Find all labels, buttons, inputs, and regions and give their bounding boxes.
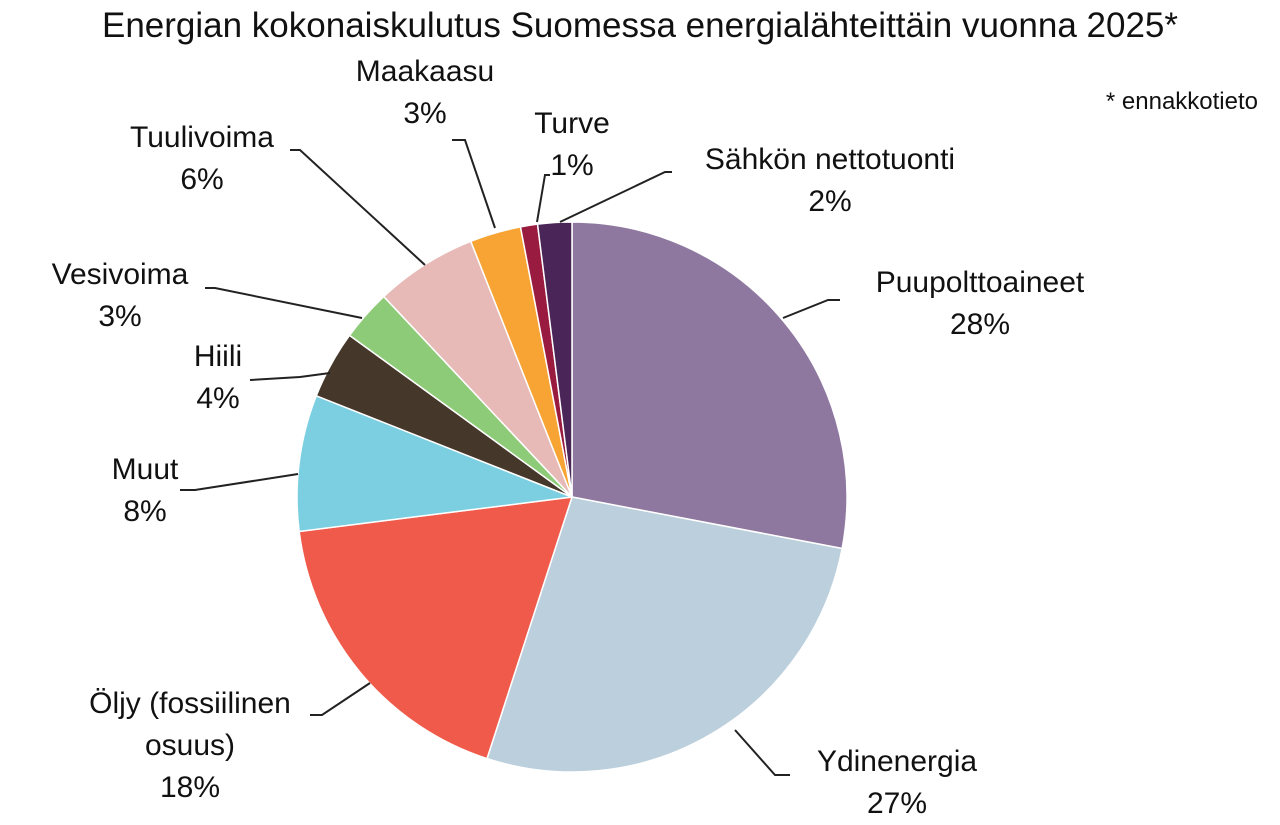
value-label: 3% xyxy=(403,97,447,130)
category-label: Puupolttoaineet xyxy=(875,266,1085,299)
category-label: Ydinenergia xyxy=(816,745,978,778)
leader-line xyxy=(310,682,371,716)
slice-label: Sähkön nettotuonti 2% xyxy=(705,139,955,223)
footnote: * ennakkotieto xyxy=(1105,88,1258,115)
leader-line xyxy=(782,299,840,319)
leader-line xyxy=(559,171,672,223)
slice-label: Maakaasu 3% xyxy=(356,51,494,135)
slice-label: Turve 1% xyxy=(534,103,610,187)
category-label: Sähkön nettotuonti xyxy=(704,143,956,176)
value-label: 6% xyxy=(180,163,224,196)
leader-line xyxy=(290,149,426,266)
leader-line xyxy=(205,287,363,319)
category-label: Maakaasu xyxy=(355,55,495,88)
value-label: 4% xyxy=(196,382,240,415)
slice-label: Hiili 4% xyxy=(194,336,242,420)
slice-label: Ydinenergia 27% xyxy=(817,741,977,825)
leader-line xyxy=(180,473,299,491)
leader-line xyxy=(536,174,550,223)
value-label: 18% xyxy=(159,771,221,804)
slice-label: Öljy (fossiilinen osuus) 18% xyxy=(65,683,315,809)
pie-slice xyxy=(296,394,573,533)
value-label: 28% xyxy=(949,308,1011,341)
value-label: 3% xyxy=(98,300,142,333)
pie-slice xyxy=(298,496,574,760)
pie-slice xyxy=(571,221,848,550)
value-label: 8% xyxy=(123,495,167,528)
value-label: 2% xyxy=(808,185,852,218)
slice-label: Puupolttoaineet 28% xyxy=(876,262,1085,346)
category-label: Hiili xyxy=(193,340,243,373)
pie-slice xyxy=(486,496,844,773)
category-label: Vesivoima xyxy=(51,258,189,291)
leader-line xyxy=(734,729,790,776)
pie-slice xyxy=(536,221,573,498)
slice-label: Tuulivoima 6% xyxy=(130,117,274,201)
slice-label: Vesivoima 3% xyxy=(52,254,189,338)
value-label: 1% xyxy=(550,149,594,182)
category-label: Muut xyxy=(111,453,179,486)
category-label: Tuulivoima xyxy=(130,121,274,154)
slice-label: Muut 8% xyxy=(112,449,179,533)
leader-line xyxy=(452,139,496,229)
category-label: Öljy (fossiilinen osuus) xyxy=(89,687,291,762)
category-label: Turve xyxy=(534,107,610,140)
value-label: 27% xyxy=(866,787,928,820)
chart-title: Energian kokonaiskulutus Suomessa energi… xyxy=(101,6,1178,45)
leader-line xyxy=(249,372,331,381)
